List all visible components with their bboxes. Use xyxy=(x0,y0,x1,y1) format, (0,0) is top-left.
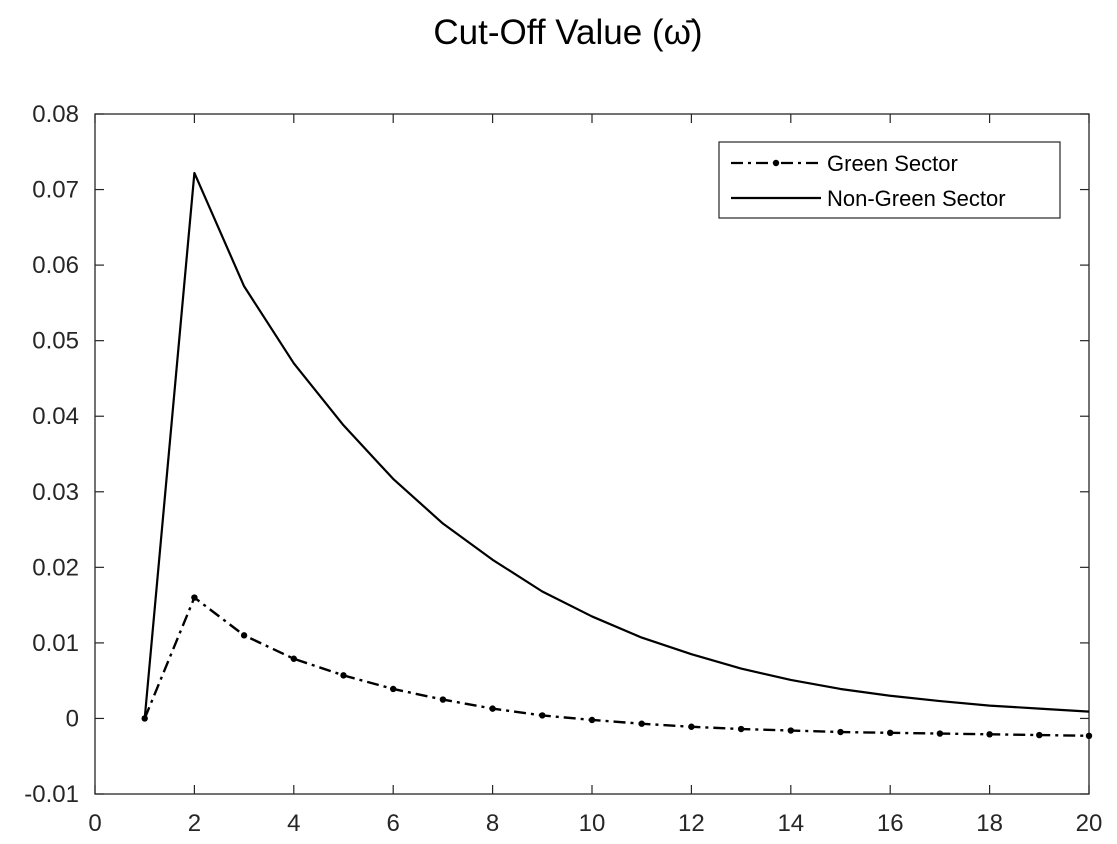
data-point-green-sector xyxy=(240,632,248,639)
y-tick-label: 0.05 xyxy=(32,328,79,355)
legend-label-non-green-sector: Non-Green Sector xyxy=(827,186,1006,211)
y-tick-label: -0.01 xyxy=(24,781,79,808)
data-point-green-sector xyxy=(688,723,695,730)
data-point-green-sector xyxy=(290,655,297,662)
y-tick-label: 0.06 xyxy=(32,252,79,279)
x-tick-label: 0 xyxy=(88,810,101,837)
axes: 0 2 4 6 8 10 12 14 16 18 20 -0.01 0 0.01 0.02 0.03 0.04 0… xyxy=(24,101,1102,837)
x-tick-label: 18 xyxy=(976,810,1003,837)
x-tick-label: 2 xyxy=(188,810,201,837)
plot-area xyxy=(141,171,1093,740)
series-line-green-sector xyxy=(143,596,1090,738)
x-tick-label: 4 xyxy=(287,810,300,837)
data-point-green-sector xyxy=(439,696,447,703)
data-point-green-sector xyxy=(1085,732,1093,740)
data-point-green-sector xyxy=(141,715,148,722)
y-tick-label: 0.07 xyxy=(32,177,79,204)
data-point-green-sector xyxy=(588,716,596,724)
data-point-green-sector xyxy=(489,705,496,712)
x-tick-label: 6 xyxy=(387,810,400,837)
x-tick-label: 12 xyxy=(678,810,705,837)
legend-label-green-sector: Green Sector xyxy=(827,151,958,176)
x-tick-label: 20 xyxy=(1076,810,1103,837)
series-line-non-green-sector xyxy=(143,171,1090,719)
y-tick-label: 0.08 xyxy=(32,101,79,128)
legend-box xyxy=(718,141,1061,219)
x-tick-label: 14 xyxy=(777,810,804,837)
data-point-green-sector xyxy=(936,730,944,737)
data-point-green-sector xyxy=(787,727,794,734)
y-tick-label: 0.02 xyxy=(32,554,79,581)
y-tick-label: 0.01 xyxy=(32,630,79,657)
x-tick-label: 10 xyxy=(579,810,606,837)
y-tick-label: 0.04 xyxy=(32,403,79,430)
data-point-green-sector xyxy=(340,672,347,679)
data-point-green-sector xyxy=(390,685,397,693)
chart-title: Cut-Off Value (ω̄) xyxy=(433,13,702,52)
data-point-green-sector xyxy=(638,720,645,727)
y-tick-label: 0.03 xyxy=(32,479,79,506)
data-point-green-sector xyxy=(737,725,745,733)
data-point-green-sector xyxy=(191,594,198,601)
y-tick-label: 0 xyxy=(66,705,79,732)
data-point-green-sector xyxy=(1036,731,1043,739)
data-point-green-sector xyxy=(887,729,894,736)
legend-marker-green-sector xyxy=(772,159,780,167)
data-point-green-sector xyxy=(539,712,546,719)
data-point-green-sector xyxy=(986,731,993,738)
data-point-green-sector xyxy=(837,728,844,736)
x-tick-label: 16 xyxy=(877,810,904,837)
x-tick-label: 8 xyxy=(486,810,499,837)
legend: Green Sector Non-Green Sector xyxy=(718,141,1061,219)
